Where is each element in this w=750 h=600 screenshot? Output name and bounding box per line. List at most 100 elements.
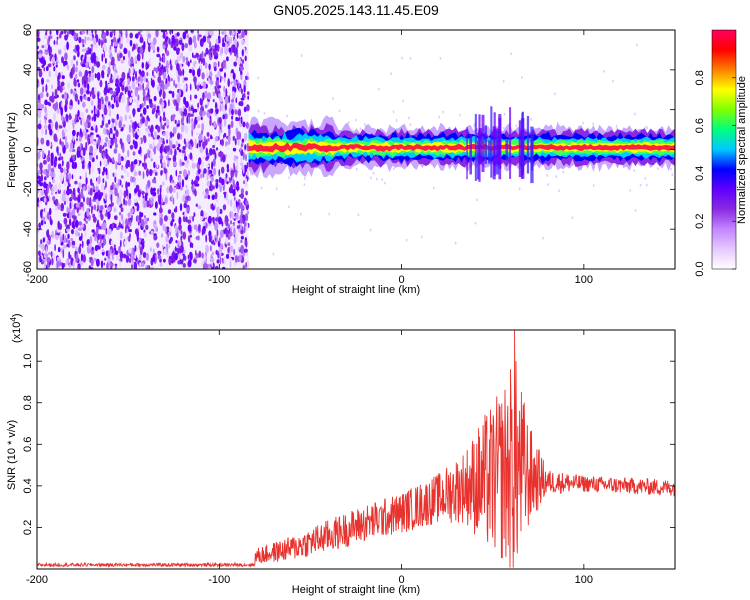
faint-speckle xyxy=(390,72,392,75)
noise-speckle xyxy=(239,147,242,151)
noise-speckle xyxy=(77,187,80,194)
noise-speckle xyxy=(194,94,198,99)
noise-speckle xyxy=(239,214,242,223)
noise-speckle xyxy=(121,94,125,104)
noise-speckle xyxy=(186,138,189,142)
noise-speckle xyxy=(160,203,162,212)
burst-streak xyxy=(522,111,524,172)
noise-speckle xyxy=(168,239,172,244)
faint-speckle xyxy=(433,186,435,190)
burst-streak xyxy=(487,140,491,164)
noise-speckle xyxy=(241,88,243,95)
noise-speckle xyxy=(227,78,230,88)
noise-speckle xyxy=(144,119,148,127)
noise-speckle xyxy=(206,164,210,168)
noise-speckle xyxy=(244,239,248,247)
noise-speckle xyxy=(187,219,192,224)
noise-speckle xyxy=(163,41,167,46)
noise-speckle xyxy=(64,234,67,241)
noise-speckle xyxy=(161,233,163,238)
spectrogram-y-axis-title: Frequency (Hz) xyxy=(6,112,18,188)
noise-speckle xyxy=(62,249,65,259)
noise-speckle xyxy=(86,121,91,129)
noise-speckle xyxy=(206,180,211,187)
noise-speckle xyxy=(228,47,232,53)
noise-speckle xyxy=(196,132,199,136)
noise-speckle xyxy=(166,145,170,152)
noise-speckle xyxy=(201,122,205,132)
noise-speckle xyxy=(80,253,84,262)
noise-speckle xyxy=(237,108,242,117)
noise-speckle xyxy=(92,52,96,58)
burst-streak xyxy=(481,114,485,172)
noise-speckle xyxy=(60,81,65,87)
noise-speckle xyxy=(215,101,217,110)
snr-plot-area xyxy=(37,330,675,568)
noise-speckle xyxy=(225,192,228,201)
noise-speckle xyxy=(80,149,84,157)
noise-speckle xyxy=(241,39,245,46)
noise-speckle xyxy=(89,187,93,196)
noise-speckle xyxy=(73,196,78,201)
noise-speckle xyxy=(114,188,118,197)
noise-speckle xyxy=(207,166,210,176)
noise-speckle xyxy=(81,38,85,44)
noise-speckle xyxy=(124,87,127,95)
noise-speckle xyxy=(221,166,225,174)
noise-speckle xyxy=(233,236,237,245)
noise-speckle xyxy=(102,115,105,121)
noise-speckle xyxy=(41,252,44,256)
noise-speckle xyxy=(125,254,130,263)
noise-speckle xyxy=(158,62,161,67)
faint-speckle xyxy=(639,184,642,187)
noise-speckle xyxy=(86,30,88,35)
faint-speckle xyxy=(421,235,423,239)
noise-speckle xyxy=(57,247,61,253)
noise-speckle xyxy=(86,36,90,41)
noise-speckle xyxy=(215,249,218,255)
noise-speckle xyxy=(187,224,192,232)
noise-speckle xyxy=(60,114,64,121)
noise-speckle xyxy=(211,205,215,211)
noise-speckle xyxy=(131,264,133,269)
faint-speckle xyxy=(303,177,306,180)
noise-speckle xyxy=(123,55,125,61)
noise-speckle xyxy=(234,138,237,146)
noise-speckle xyxy=(189,94,192,101)
noise-speckle xyxy=(125,37,130,44)
noise-speckle xyxy=(195,178,199,184)
noise-speckle xyxy=(218,93,221,99)
noise-speckle xyxy=(174,148,177,157)
noise-speckle xyxy=(186,206,190,213)
noise-speckle xyxy=(119,52,123,59)
noise-speckle xyxy=(207,101,210,106)
noise-speckle xyxy=(162,116,167,122)
noise-speckle xyxy=(205,62,208,69)
noise-speckle xyxy=(218,117,222,124)
noise-speckle xyxy=(191,179,194,186)
noise-speckle xyxy=(147,88,150,97)
noise-speckle xyxy=(126,134,131,143)
noise-speckle xyxy=(209,148,213,156)
noise-speckle xyxy=(104,95,109,102)
snr-axes: -200 -100 0 100 0.2 0.4 0.6 0.8 1.0 xyxy=(22,330,675,586)
noise-speckle xyxy=(156,242,160,248)
noise-speckle xyxy=(73,55,76,61)
noise-speckle xyxy=(233,221,235,226)
noise-speckle xyxy=(171,35,175,44)
noise-speckle xyxy=(89,166,91,175)
burst-streak xyxy=(469,134,472,175)
noise-speckle xyxy=(236,131,241,140)
noise-speckle xyxy=(173,79,176,87)
noise-speckle xyxy=(170,220,174,227)
noise-speckle xyxy=(158,71,162,77)
noise-speckle xyxy=(72,154,75,161)
noise-speckle xyxy=(125,188,129,197)
noise-speckle xyxy=(39,92,44,99)
faint-speckle xyxy=(521,76,523,79)
noise-speckle xyxy=(92,164,94,173)
snr-multiplier-exponent: 4 xyxy=(9,317,18,322)
noise-speckle xyxy=(143,203,147,208)
noise-speckle xyxy=(145,97,150,101)
noise-speckle xyxy=(84,36,87,45)
